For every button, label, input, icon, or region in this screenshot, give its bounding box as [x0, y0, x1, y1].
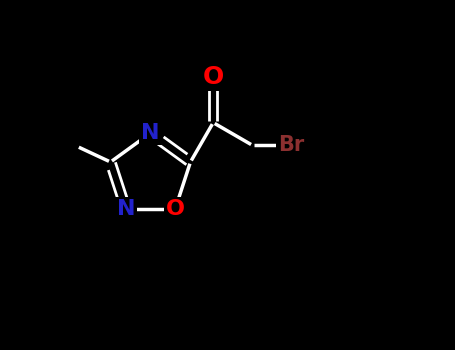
Text: N: N: [141, 123, 160, 143]
Text: O: O: [166, 199, 185, 219]
Text: N: N: [116, 199, 135, 219]
Text: O: O: [202, 65, 224, 89]
Text: Br: Br: [278, 135, 304, 155]
